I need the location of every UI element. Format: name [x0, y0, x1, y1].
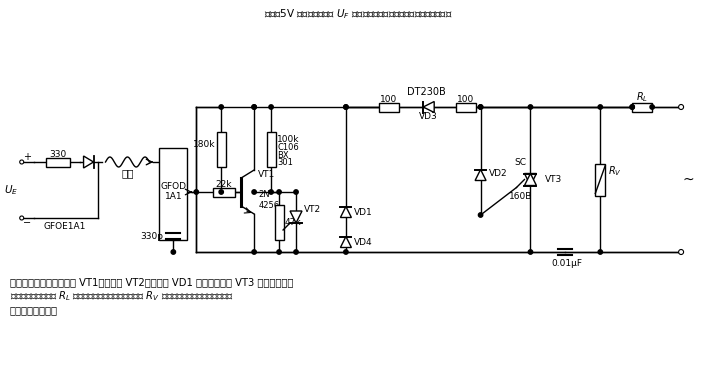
Circle shape — [528, 105, 533, 109]
Bar — [275, 205, 284, 239]
Text: 22k: 22k — [215, 180, 232, 188]
Text: 301: 301 — [277, 158, 293, 167]
Text: 接收，并进而通过三极管 VT1、晶闸管 VT2、二极管 VD1 给双向晶闸管 VT3 门极加触发信: 接收，并进而通过三极管 VT1、晶闸管 VT2、二极管 VD1 给双向晶闸管 V… — [10, 277, 293, 287]
Circle shape — [344, 105, 348, 109]
Text: $U_E$: $U_E$ — [4, 183, 18, 197]
Text: 管上承受过电压。: 管上承受过电压。 — [10, 305, 58, 315]
Bar — [596, 164, 606, 195]
Polygon shape — [340, 236, 351, 247]
Text: VT3: VT3 — [546, 175, 563, 184]
Circle shape — [650, 105, 654, 109]
Circle shape — [344, 105, 348, 109]
Text: 0.01μF: 0.01μF — [552, 259, 583, 267]
Text: GFOD: GFOD — [160, 182, 187, 190]
Text: 47k: 47k — [285, 218, 302, 226]
Text: $R_L$: $R_L$ — [636, 90, 649, 104]
Text: 100k: 100k — [277, 135, 300, 144]
Circle shape — [20, 160, 24, 164]
Text: −: − — [23, 218, 31, 228]
Circle shape — [679, 249, 684, 254]
Text: 100: 100 — [457, 95, 474, 103]
Circle shape — [20, 216, 24, 220]
Text: 100: 100 — [380, 95, 398, 103]
Circle shape — [598, 250, 603, 254]
Circle shape — [277, 190, 281, 194]
Text: GFOE1A1: GFOE1A1 — [44, 221, 86, 231]
Circle shape — [219, 190, 223, 194]
Text: VD1: VD1 — [354, 208, 373, 216]
Circle shape — [478, 105, 483, 109]
Text: $R_V$: $R_V$ — [608, 165, 622, 178]
Circle shape — [269, 190, 273, 194]
Bar — [455, 103, 475, 111]
Circle shape — [528, 250, 533, 254]
Polygon shape — [423, 101, 434, 113]
Circle shape — [630, 105, 634, 109]
Polygon shape — [525, 173, 536, 185]
Circle shape — [171, 250, 175, 254]
Circle shape — [194, 190, 199, 194]
Circle shape — [294, 250, 298, 254]
Text: 180k: 180k — [193, 140, 215, 149]
Circle shape — [344, 250, 348, 254]
Text: VT2: VT2 — [304, 205, 321, 213]
Text: 号，使之导通，负载 $R_L$ 接通电源。反之，则不通。图中 $R_V$ 为压敏电阐，用于防止双向晶闸: 号，使之导通，负载 $R_L$ 接通电源。反之，则不通。图中 $R_V$ 为压敏… — [10, 289, 233, 303]
Text: 330p: 330p — [140, 231, 163, 241]
Circle shape — [252, 105, 257, 109]
Bar — [159, 148, 187, 240]
Circle shape — [252, 250, 257, 254]
Circle shape — [598, 105, 603, 109]
Text: SC: SC — [515, 158, 526, 167]
Text: 330: 330 — [49, 149, 66, 159]
Circle shape — [252, 190, 257, 194]
Circle shape — [269, 105, 273, 109]
Text: DT230B: DT230B — [408, 87, 446, 97]
Circle shape — [252, 105, 257, 109]
Text: 1A1: 1A1 — [164, 192, 182, 200]
Circle shape — [478, 105, 483, 109]
Polygon shape — [290, 211, 302, 223]
Text: VD4: VD4 — [354, 237, 373, 247]
Circle shape — [219, 105, 223, 109]
Circle shape — [277, 250, 281, 254]
Text: VD2: VD2 — [488, 169, 507, 177]
Text: 2N
4256: 2N 4256 — [258, 190, 280, 210]
Circle shape — [478, 213, 483, 217]
Bar — [379, 103, 399, 111]
Text: C106: C106 — [277, 143, 299, 152]
Text: BX: BX — [277, 151, 289, 160]
Text: 当有约5V 的输入控制信号 $U_F$ 后通过光导纤维传导的光信号被光敏三极管: 当有约5V 的输入控制信号 $U_F$ 后通过光导纤维传导的光信号被光敏三极管 — [264, 7, 452, 21]
Text: VT1: VT1 — [258, 170, 275, 178]
Text: 光纤: 光纤 — [122, 168, 134, 178]
Bar — [46, 157, 69, 167]
Text: 160B: 160B — [509, 192, 532, 201]
Text: VD3: VD3 — [419, 111, 438, 121]
Circle shape — [630, 105, 634, 109]
Bar — [267, 132, 275, 167]
Circle shape — [679, 105, 684, 110]
Polygon shape — [475, 170, 486, 180]
Circle shape — [294, 190, 298, 194]
Bar — [213, 188, 235, 196]
Text: +: + — [23, 152, 31, 162]
Polygon shape — [84, 156, 94, 168]
Bar — [217, 132, 226, 167]
Text: ~: ~ — [682, 172, 694, 187]
Polygon shape — [340, 206, 351, 218]
Polygon shape — [525, 173, 536, 185]
Bar — [632, 103, 652, 111]
